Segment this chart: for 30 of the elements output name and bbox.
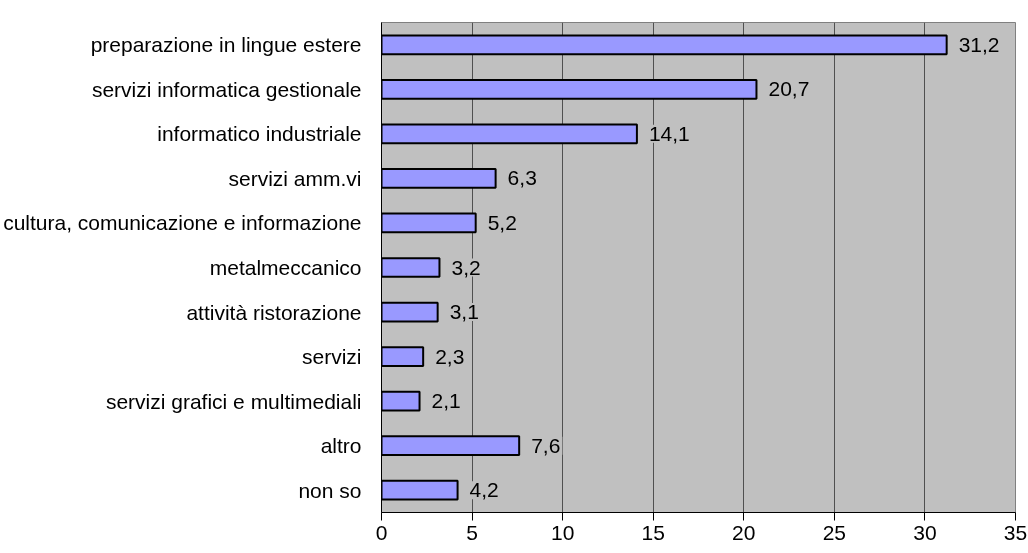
y-tick-label: attività ristorazione	[186, 300, 362, 324]
y-tick-label: cultura, comunicazione e informazione	[3, 211, 362, 235]
y-tick-label: preparazione in lingue estere	[90, 33, 362, 57]
data-label: 5,2	[487, 210, 517, 234]
data-label: 3,2	[451, 255, 481, 279]
y-tick-label: servizi informatica gestionale	[91, 77, 362, 101]
y-tick-label: servizi amm.vi	[228, 166, 362, 190]
data-label: 6,3	[507, 166, 537, 190]
x-tick-label: 0	[375, 520, 388, 544]
x-tick-label: 20	[732, 520, 756, 544]
x-tick-label: 5	[466, 520, 478, 544]
y-tick-label: informatico industriale	[157, 122, 362, 146]
data-label: 14,1	[648, 121, 690, 145]
x-tick-label: 35	[1003, 520, 1028, 544]
data-label: 7,6	[531, 433, 561, 457]
y-tick-label: altro	[320, 434, 362, 458]
data-label: 2,3	[435, 344, 465, 368]
data-label: 20,7	[768, 77, 810, 101]
data-label: 3,1	[449, 300, 479, 324]
y-tick-label: servizi grafici e multimediali	[105, 389, 362, 413]
y-tick-label: servizi	[302, 345, 362, 369]
x-tick-label: 25	[822, 520, 847, 544]
data-label: 4,2	[469, 478, 499, 502]
y-tick-label: non so	[298, 478, 362, 502]
data-label: 2,1	[431, 389, 461, 413]
y-tick-label: metalmeccanico	[209, 256, 362, 279]
data-label: 31,2	[958, 32, 1000, 56]
x-tick-label: 15	[641, 520, 665, 544]
x-tick-label: 30	[913, 520, 937, 544]
x-tick-label: 10	[550, 520, 575, 544]
